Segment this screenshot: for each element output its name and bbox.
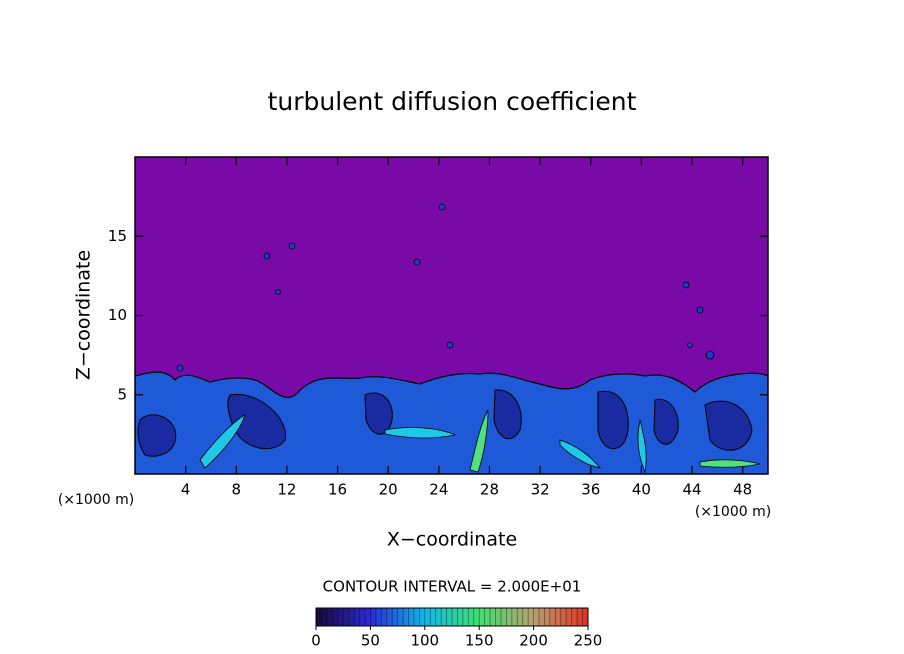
cyan-streak [384, 427, 457, 439]
colorbar-tick-label: 50 [361, 632, 380, 650]
y-unit-label: (×1000 m) [58, 492, 134, 508]
dark-cell [597, 390, 629, 450]
x-axis-label: X−coordinate [387, 529, 517, 551]
colorbar [315, 607, 589, 627]
small-blobs [176, 203, 715, 372]
y-axis-label: Z−coordinate [73, 250, 95, 380]
dark-cell [653, 398, 679, 445]
x-tick-label: 4 [181, 481, 191, 499]
x-tick-label: 36 [581, 481, 600, 499]
cyan-streak [559, 439, 601, 469]
dark-cell [227, 394, 286, 450]
x-tick-label: 28 [480, 481, 499, 499]
colorbar-tick-label: 100 [410, 632, 439, 650]
green-streak [699, 459, 761, 468]
cyan-streak [637, 419, 647, 474]
dark-cell [493, 389, 522, 440]
x-unit-label: (×1000 m) [695, 504, 771, 520]
x-tick-label: 40 [632, 481, 651, 499]
y-tick-label: 15 [108, 227, 127, 245]
x-tick-label: 44 [682, 481, 701, 499]
x-tick-label: 24 [429, 481, 448, 499]
contour-interval-label: CONTOUR INTERVAL = 2.000E+01 [323, 578, 582, 596]
x-tick-label: 48 [733, 481, 752, 499]
y-tick-label: 10 [108, 306, 127, 324]
chart-title: turbulent diffusion coefficient [268, 87, 637, 116]
cyan-streak [199, 414, 246, 469]
green-streak [469, 409, 489, 473]
x-tick-label: 20 [379, 481, 398, 499]
y-tick-label: 5 [117, 385, 127, 403]
x-tick-label: 12 [277, 481, 296, 499]
dark-cell [364, 392, 393, 435]
x-tick-label: 16 [328, 481, 347, 499]
contour-field [135, 157, 768, 474]
colorbar-tick-label: 0 [311, 632, 321, 650]
colorbar-tick-label: 250 [574, 632, 603, 650]
dark-cell [137, 414, 177, 457]
colorbar-tick-label: 150 [465, 632, 494, 650]
x-tick-label: 8 [232, 481, 242, 499]
colorbar-tick-label: 200 [519, 632, 548, 650]
x-tick-label: 32 [531, 481, 550, 499]
dark-cell [704, 400, 753, 451]
